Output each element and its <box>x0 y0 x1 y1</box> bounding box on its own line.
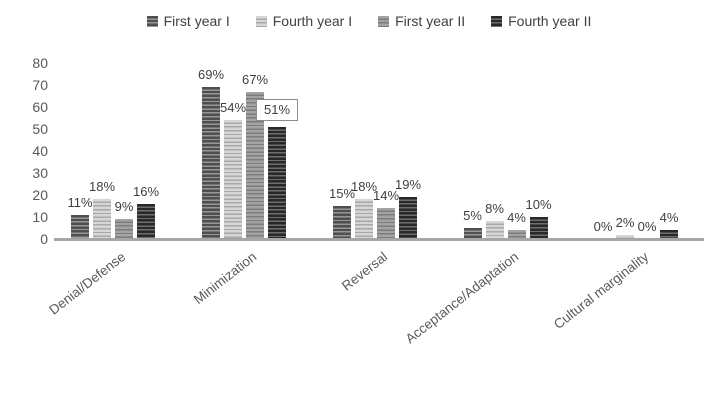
y-axis-tick-label: 80 <box>32 55 48 71</box>
legend-item-4: Fourth year II <box>491 13 591 29</box>
data-label: 14% <box>372 188 400 204</box>
data-label: 4% <box>659 210 679 226</box>
bar-cluster-2: 69% 54% 67% 51% <box>198 63 299 239</box>
data-label: 15% <box>328 186 356 201</box>
bar <box>115 219 133 239</box>
data-label: 2% <box>615 214 635 230</box>
y-axis-tick-label: 50 <box>32 121 48 137</box>
data-label: 19% <box>394 177 422 193</box>
chart-legend: First year I Fourth year I First year II Fo… <box>0 10 728 32</box>
y-axis-tick-label: 30 <box>32 165 48 181</box>
y-axis-tick-label: 70 <box>32 77 48 93</box>
data-label: 69% <box>197 67 225 83</box>
legend-swatch-icon <box>378 15 390 27</box>
legend-item-3: First year II <box>378 13 465 29</box>
legend-swatch-icon <box>491 15 503 27</box>
data-label: 18% <box>350 179 378 195</box>
data-label-boxed: 51% <box>255 98 299 121</box>
y-axis-tick-label: 20 <box>32 187 48 203</box>
legend-label: First year I <box>163 13 230 29</box>
data-label: 67% <box>241 71 269 87</box>
bar <box>93 199 111 239</box>
bar <box>377 208 395 239</box>
legend-item-1: First year I <box>146 13 230 29</box>
bar <box>616 234 634 239</box>
data-label: 54% <box>219 100 247 116</box>
data-label: 0% <box>637 219 657 234</box>
data-label: 9% <box>114 199 134 215</box>
data-label: 18% <box>88 179 116 195</box>
legend-label: Fourth year I <box>272 13 353 29</box>
data-label: 11% <box>67 194 93 210</box>
bar-cluster-4: 5% 8% 4% 10% <box>463 63 552 239</box>
data-label: 16% <box>132 183 160 199</box>
y-axis-tick-label: 10 <box>32 209 48 225</box>
legend-label: First year II <box>395 13 466 29</box>
legend-item-2: Fourth year I <box>255 13 353 29</box>
bar <box>246 91 264 239</box>
bar <box>202 87 220 239</box>
bar <box>529 217 548 239</box>
bar <box>507 230 526 239</box>
data-label: 10% <box>525 197 552 212</box>
bar-cluster-5: 0% 2% 0% 4% <box>594 63 678 239</box>
data-label: 0% <box>593 219 613 234</box>
bar-cluster-3: 15% 18% 14% 19% <box>329 63 421 239</box>
bar <box>71 214 89 239</box>
bar <box>463 228 482 239</box>
bar-cluster-1: 11% 18% 9% 16% <box>67 63 159 239</box>
x-axis-line <box>54 238 704 241</box>
legend-label: Fourth year II <box>508 13 592 29</box>
data-label: 5% <box>463 208 482 223</box>
legend-swatch-icon <box>146 15 158 27</box>
bar <box>485 221 504 239</box>
bar <box>355 199 373 239</box>
y-axis-tick-label: 0 <box>40 231 48 247</box>
plot-area: 11% 18% 9% 16% 69% 54% 67% 51% 15% 18% 14% 19% 5% 8% 4… <box>55 63 703 239</box>
y-axis-tick-label: 60 <box>32 99 48 115</box>
bar <box>399 197 417 239</box>
bar <box>268 126 286 239</box>
data-label: 4% <box>507 210 526 226</box>
bar <box>660 230 678 239</box>
bar <box>224 120 242 239</box>
bar <box>333 206 351 239</box>
data-label: 8% <box>485 201 504 217</box>
y-axis-tick-label: 40 <box>32 143 48 159</box>
legend-swatch-icon <box>255 15 267 27</box>
bar <box>137 203 155 239</box>
